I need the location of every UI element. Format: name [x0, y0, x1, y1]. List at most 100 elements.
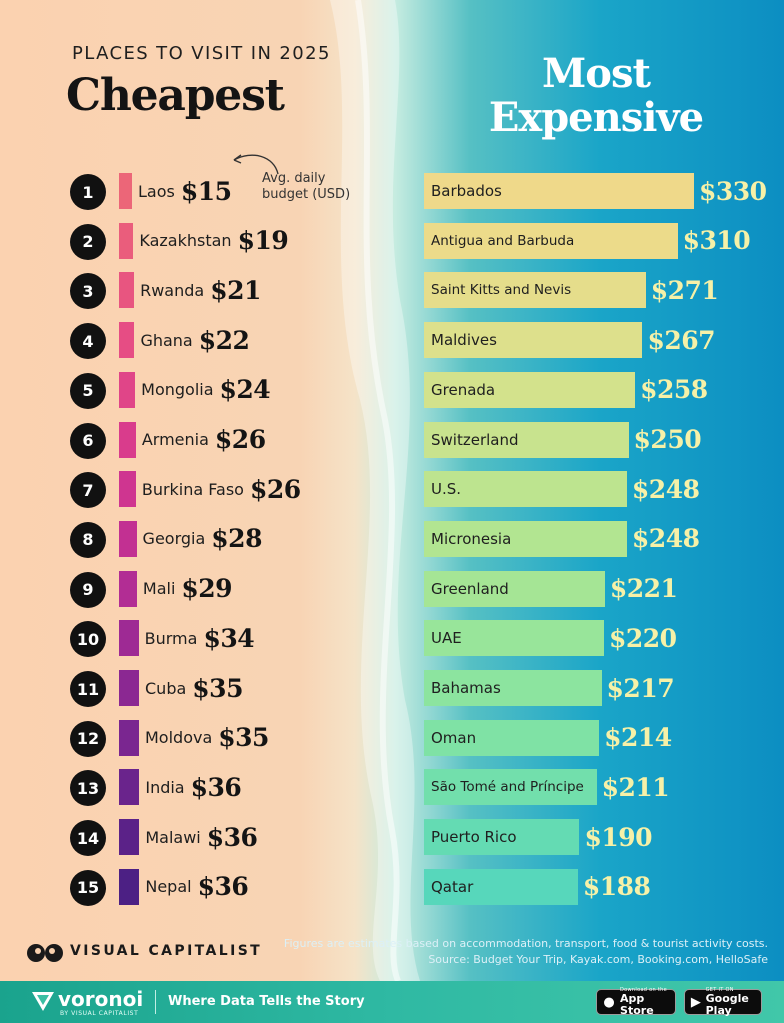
cheap-country-name: Armenia: [141, 430, 209, 449]
cheap-label: Burma $34: [145, 618, 255, 658]
expensive-country-name: Antigua and Barbuda: [431, 232, 575, 249]
expensive-value-label: $258: [640, 375, 708, 405]
expensive-bar: UAE: [424, 620, 604, 657]
divider: [155, 990, 156, 1014]
app-store-small: Download on the: [620, 987, 667, 993]
rank-badge: 4: [70, 323, 106, 360]
chart-row: 1 Laos $15 Barbados $330: [0, 171, 784, 211]
cheap-value-label: $36: [206, 822, 258, 852]
cheap-label: Armenia $26: [142, 420, 266, 460]
voronoi-logo-icon: [32, 992, 54, 1011]
expensive-bar: Qatar: [424, 868, 578, 905]
expensive-bar: Switzerland: [424, 421, 629, 458]
cheap-label: Ghana $22: [140, 320, 249, 360]
cheap-country-name: Ghana: [140, 330, 193, 350]
chart-row: 12 Moldova $35 Oman $214: [0, 718, 784, 758]
expensive-country-name: Barbados: [431, 182, 502, 200]
cheap-bar: [119, 769, 140, 806]
cheap-country-name: India: [145, 777, 185, 797]
cheap-country-name: Mali: [142, 579, 176, 599]
expensive-bar: Saint Kitts and Nevis: [424, 272, 646, 309]
expensive-country-name: Greenland: [431, 579, 509, 598]
cheap-country-name: Mongolia: [141, 380, 214, 400]
budget-note: Avg. daily budget (USD): [262, 171, 350, 203]
subtitle: PLACES TO VISIT IN 2025: [72, 43, 331, 64]
rank-badge: 5: [70, 372, 106, 409]
expensive-value-label: $190: [584, 822, 653, 852]
chart-row: 3 Rwanda $21 Saint Kitts and Nevis $271: [0, 270, 784, 310]
tagline: Where Data Tells the Story: [168, 994, 365, 1009]
google-play-button[interactable]: ▶ GET IT ON Google Play: [684, 987, 762, 1017]
cheap-value-label: $29: [181, 574, 233, 604]
expensive-country-name: São Tomé and Príncipe: [431, 779, 584, 796]
google-play-label: Google Play: [705, 992, 749, 1017]
cheap-bar: [119, 520, 137, 557]
expensive-bar: Antigua and Barbuda: [424, 222, 678, 259]
cheap-country-name: Laos: [138, 181, 175, 201]
expensive-value-label: $214: [604, 723, 672, 753]
cheapest-title: Cheapest: [66, 70, 285, 121]
curved-arrow-icon: [233, 154, 279, 175]
budget-note-line1: Avg. daily: [262, 171, 326, 186]
rank-badge: 14: [70, 820, 106, 857]
source-note: Figures are estimates based on accommoda…: [284, 936, 768, 968]
cheap-label: India $36: [145, 767, 241, 807]
chart-row: 5 Mongolia $24 Grenada $258: [0, 370, 784, 410]
rank-badge: 9: [70, 571, 106, 608]
source-note-line2: Source: Budget Your Trip, Kayak.com, Boo…: [428, 953, 768, 966]
apple-icon: ●: [603, 994, 615, 1010]
cheap-country-name: Rwanda: [140, 280, 205, 300]
cheap-country-name: Cuba: [145, 678, 187, 698]
expensive-country-name: Saint Kitts and Nevis: [431, 282, 572, 299]
chart-row: 8 Georgia $28 Micronesia $248: [0, 519, 784, 559]
cheap-value-label: $15: [180, 176, 232, 206]
expensive-country-name: Puerto Rico: [431, 828, 517, 847]
cheap-label: Nepal $36: [145, 867, 248, 907]
source-note-line1: Figures are estimates based on accommoda…: [283, 937, 768, 950]
expensive-value-label: $221: [609, 574, 678, 604]
expensive-value-label: $220: [609, 623, 677, 653]
cheap-bar: [119, 819, 140, 856]
brand-name: VISUAL CAPITALIST: [70, 943, 263, 959]
rank-badge: 15: [70, 869, 106, 906]
cheap-bar: [119, 570, 137, 607]
expensive-bar: São Tomé and Príncipe: [424, 769, 597, 806]
app-store-button[interactable]: ● Download on the App Store: [596, 987, 676, 1017]
cheap-country-name: Malawi: [145, 827, 201, 847]
expensive-bar: U.S.: [424, 471, 627, 508]
rank-badge: 11: [70, 671, 106, 707]
rank-badge: 3: [70, 273, 106, 310]
cheap-country-name: Georgia: [142, 529, 206, 549]
cheap-bar: [119, 421, 136, 458]
cheap-value-label: $19: [237, 226, 289, 256]
chart-row: 7 Burkina Faso $26 U.S. $248: [0, 469, 784, 509]
expensive-bar: Maldives: [424, 322, 643, 359]
expensive-bar: Greenland: [424, 570, 605, 607]
google-play-small: GET IT ON: [705, 987, 734, 993]
cheap-bar: [119, 670, 139, 706]
cheap-label: Malawi $36: [145, 817, 258, 857]
expensive-value-label: $271: [650, 275, 719, 305]
cheap-label: Laos $15: [138, 171, 232, 211]
cheap-bar: [119, 719, 139, 756]
expensive-country-name: Oman: [431, 728, 477, 747]
expensive-value-label: $330: [699, 176, 767, 206]
expensive-bar: Puerto Rico: [424, 819, 580, 856]
cheap-bar: [119, 620, 139, 657]
cheap-country-name: Burkina Faso: [141, 479, 244, 499]
cheap-bar: [119, 222, 134, 259]
expensive-title-line1: Most: [542, 50, 651, 97]
cheap-value-label: $28: [211, 524, 262, 554]
cheap-label: Burkina Faso $26: [142, 469, 301, 509]
chart-row: 4 Ghana $22 Maldives $267: [0, 320, 784, 360]
cheap-value-label: $26: [249, 474, 301, 504]
rank-badge: 2: [70, 223, 106, 260]
rank-badge: 13: [70, 770, 106, 807]
cheap-bar: [119, 173, 132, 209]
cheap-value-label: $34: [203, 623, 255, 653]
cheap-value-label: $36: [197, 872, 249, 902]
expensive-bar: Barbados: [424, 173, 694, 209]
chart-row: 10 Burma $34 UAE $220: [0, 618, 784, 658]
cheap-label: Mongolia $24: [141, 370, 271, 410]
